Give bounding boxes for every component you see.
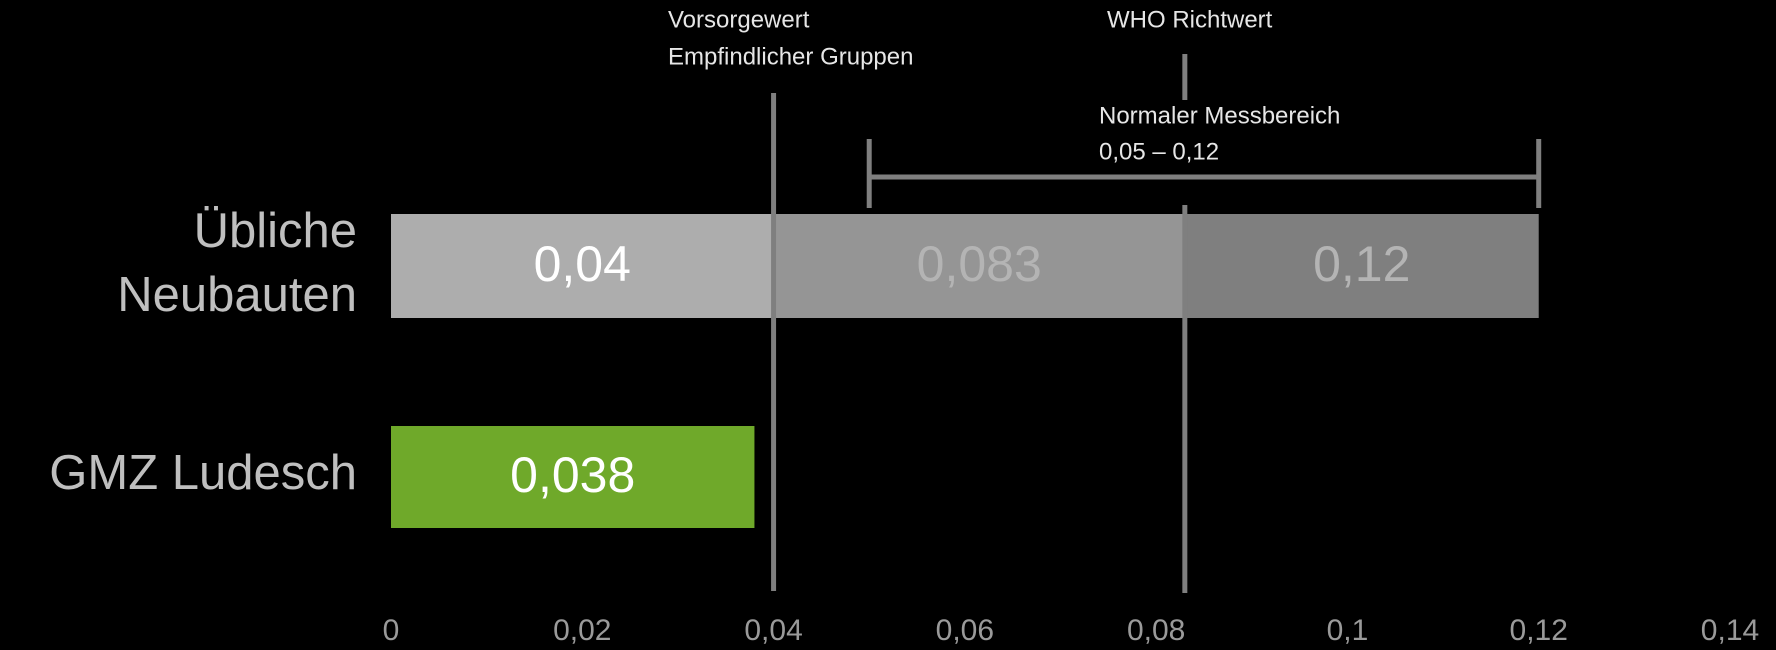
category-label: Übliche	[194, 204, 357, 258]
range-label: 0,05 – 0,12	[1099, 138, 1219, 165]
reference-label: Vorsorgewert	[668, 6, 810, 33]
x-tick-label: 0,14	[1701, 614, 1759, 647]
x-tick-label: 0,04	[744, 614, 802, 647]
bar	[391, 426, 755, 528]
value-label: 0,04	[534, 236, 631, 292]
category-label: GMZ Ludesch	[49, 446, 357, 500]
x-tick-label: 0,1	[1327, 614, 1369, 647]
x-tick-label: 0,06	[936, 614, 994, 647]
category-label: Neubauten	[117, 268, 357, 322]
value-label: 0,12	[1313, 236, 1410, 292]
x-tick-label: 0	[383, 614, 400, 647]
value-label: 0,083	[917, 236, 1042, 292]
x-tick-label: 0,12	[1510, 614, 1568, 647]
range-label: Normaler Messbereich	[1099, 102, 1340, 129]
reference-label: WHO Richtwert	[1107, 6, 1273, 33]
x-tick-label: 0,02	[553, 614, 611, 647]
x-tick-label: 0,08	[1127, 614, 1185, 647]
bar	[391, 214, 774, 318]
reference-label: Empfindlicher Gruppen	[668, 43, 913, 70]
value-label: 0,038	[510, 447, 635, 503]
